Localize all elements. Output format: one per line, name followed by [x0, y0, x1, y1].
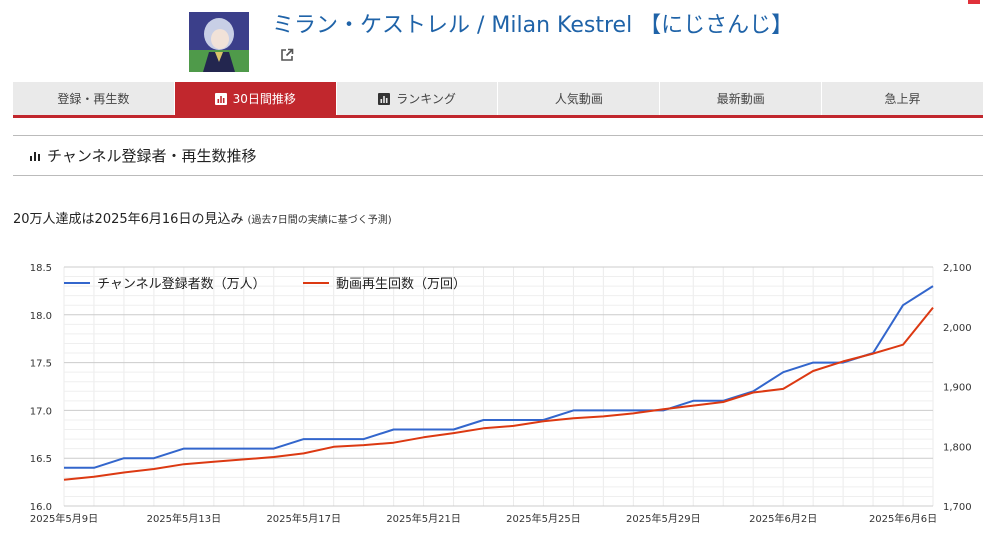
tab-ranking[interactable]: ランキング: [337, 82, 499, 115]
external-link-icon[interactable]: [280, 48, 294, 62]
forecast-text: 20万人達成は2025年6月16日の見込み: [13, 212, 244, 227]
tab-label: 登録・再生数: [57, 92, 130, 106]
x-tick-label: 2025年5月13日: [147, 512, 222, 525]
tab-30day-trend[interactable]: 30日間推移: [174, 82, 337, 115]
tab-label: 急上昇: [884, 92, 921, 106]
x-axis-ticks: 2025年5月9日 2025年5月13日 2025年5月17日 2025年5月21日 2…: [30, 512, 937, 525]
x-tick-label: 2025年6月6日: [869, 512, 937, 525]
channel-name[interactable]: ミラン・ケストレル / Milan Kestrel 【にじさんじ】: [272, 13, 794, 38]
tab-label: 最新動画: [716, 92, 765, 106]
channel-avatar[interactable]: [189, 12, 249, 72]
top-corner-mark: [968, 0, 980, 4]
bar-chart-icon: [378, 92, 391, 105]
tab-label: 30日間推移: [232, 92, 296, 106]
y-right-tick-label: 2,000: [943, 323, 972, 334]
chart-legend: チャンネル登録者数（万人） 動画再生回数（万回）: [64, 277, 466, 292]
bar-chart-icon: [214, 92, 227, 105]
bar-chart-icon: [30, 151, 40, 161]
right-axis-ticks: 1,700 1,800 1,900 2,000 2,100: [943, 263, 972, 513]
tab-subscribers-views[interactable]: 登録・再生数: [13, 82, 175, 115]
chart-grid: [63, 266, 934, 507]
trend-chart: 16.0 16.5 17.0 17.5 18.0 18.5 1,700 1,800 1,900…: [30, 263, 972, 525]
tab-label: 人気動画: [554, 92, 603, 106]
tab-label: ランキング: [396, 92, 456, 106]
tab-latest-videos[interactable]: 最新動画: [660, 82, 823, 115]
x-tick-label: 2025年5月17日: [266, 512, 341, 525]
channel-title[interactable]: ミラン・ケストレル / Milan Kestrel 【にじさんじ】: [272, 11, 802, 69]
subscribers-line: [64, 285, 934, 469]
y-left-tick-label: 16.0: [30, 502, 52, 513]
section-title: チャンネル登録者・再生数推移: [47, 147, 257, 165]
x-tick-label: 2025年5月29日: [626, 512, 701, 525]
y-right-tick-label: 2,100: [943, 263, 972, 274]
y-left-tick-label: 17.0: [30, 406, 52, 417]
legend-label: チャンネル登録者数（万人）: [97, 277, 266, 292]
section-header: チャンネル登録者・再生数推移: [13, 135, 983, 176]
x-tick-label: 2025年5月9日: [30, 512, 98, 525]
tab-trending[interactable]: 急上昇: [822, 82, 983, 115]
y-left-tick-label: 16.5: [30, 454, 52, 465]
x-tick-label: 2025年5月25日: [506, 512, 581, 525]
forecast-note: (過去7日間の実績に基づく予測): [247, 215, 392, 226]
tab-popular-videos[interactable]: 人気動画: [498, 82, 661, 115]
nav-tabs: 登録・再生数 30日間推移 ランキング 人気動画 最新動画 急上昇: [13, 82, 983, 118]
forecast-line: 20万人達成は2025年6月16日の見込み (過去7日間の実績に基づく予測): [13, 208, 392, 227]
y-left-tick-label: 18.0: [30, 311, 52, 322]
views-line: [63, 306, 934, 481]
y-right-tick-label: 1,800: [943, 442, 972, 453]
x-tick-label: 2025年5月21日: [386, 512, 461, 525]
y-left-tick-label: 18.5: [30, 263, 52, 274]
y-left-tick-label: 17.5: [30, 359, 52, 370]
y-right-tick-label: 1,700: [943, 502, 972, 513]
chart-series: [63, 285, 934, 481]
x-tick-label: 2025年6月2日: [749, 512, 817, 525]
y-right-tick-label: 1,900: [943, 383, 972, 394]
legend-label: 動画再生回数（万回）: [336, 277, 466, 292]
left-axis-ticks: 16.0 16.5 17.0 17.5 18.0 18.5: [30, 263, 52, 513]
channel-header: ミラン・ケストレル / Milan Kestrel 【にじさんじ】: [0, 0, 988, 80]
